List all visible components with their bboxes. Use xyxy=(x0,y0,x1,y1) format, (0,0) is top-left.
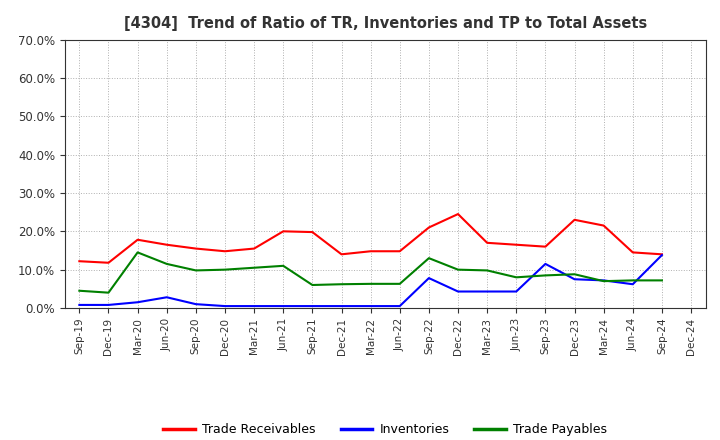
Trade Payables xyxy=(279,263,287,268)
Inventories xyxy=(512,289,521,294)
Inventories xyxy=(220,304,229,309)
Trade Receivables xyxy=(75,259,84,264)
Trade Payables xyxy=(250,265,258,270)
Trade Payables xyxy=(425,256,433,261)
Inventories xyxy=(366,304,375,309)
Trade Payables xyxy=(163,261,171,267)
Trade Payables xyxy=(220,267,229,272)
Inventories xyxy=(454,289,462,294)
Trade Payables xyxy=(541,273,550,278)
Trade Receivables xyxy=(483,240,492,246)
Trade Receivables xyxy=(308,229,317,235)
Trade Receivables xyxy=(250,246,258,251)
Trade Receivables xyxy=(337,252,346,257)
Trade Payables xyxy=(337,282,346,287)
Trade Receivables xyxy=(220,249,229,254)
Trade Payables xyxy=(395,281,404,286)
Inventories xyxy=(163,295,171,300)
Line: Inventories: Inventories xyxy=(79,255,662,306)
Inventories xyxy=(279,304,287,309)
Trade Payables xyxy=(366,281,375,286)
Inventories xyxy=(599,278,608,283)
Trade Receivables xyxy=(425,225,433,230)
Inventories xyxy=(308,304,317,309)
Trade Receivables xyxy=(570,217,579,223)
Inventories xyxy=(133,300,142,305)
Legend: Trade Receivables, Inventories, Trade Payables: Trade Receivables, Inventories, Trade Pa… xyxy=(158,418,612,440)
Trade Payables xyxy=(192,268,200,273)
Trade Receivables xyxy=(133,237,142,242)
Inventories xyxy=(337,304,346,309)
Trade Payables xyxy=(599,279,608,284)
Inventories xyxy=(629,282,637,287)
Trade Payables xyxy=(454,267,462,272)
Inventories xyxy=(395,304,404,309)
Trade Receivables xyxy=(395,249,404,254)
Inventories xyxy=(483,289,492,294)
Trade Payables xyxy=(308,282,317,288)
Inventories xyxy=(541,261,550,267)
Line: Trade Payables: Trade Payables xyxy=(79,253,662,293)
Trade Payables xyxy=(133,250,142,255)
Trade Receivables xyxy=(657,252,666,257)
Trade Payables xyxy=(570,271,579,277)
Trade Receivables xyxy=(599,223,608,228)
Inventories xyxy=(104,302,113,308)
Inventories xyxy=(657,253,666,258)
Trade Payables xyxy=(483,268,492,273)
Inventories xyxy=(250,304,258,309)
Trade Payables xyxy=(629,278,637,283)
Trade Receivables xyxy=(541,244,550,249)
Trade Payables xyxy=(104,290,113,295)
Trade Receivables xyxy=(104,260,113,265)
Trade Payables xyxy=(75,288,84,293)
Trade Receivables xyxy=(512,242,521,247)
Trade Receivables xyxy=(192,246,200,251)
Trade Receivables xyxy=(366,249,375,254)
Inventories xyxy=(425,275,433,281)
Inventories xyxy=(570,277,579,282)
Trade Receivables xyxy=(629,250,637,255)
Title: [4304]  Trend of Ratio of TR, Inventories and TP to Total Assets: [4304] Trend of Ratio of TR, Inventories… xyxy=(124,16,647,32)
Trade Receivables xyxy=(279,229,287,234)
Trade Receivables xyxy=(454,211,462,216)
Inventories xyxy=(75,302,84,308)
Inventories xyxy=(192,301,200,307)
Trade Receivables xyxy=(163,242,171,247)
Trade Payables xyxy=(657,278,666,283)
Line: Trade Receivables: Trade Receivables xyxy=(79,214,662,263)
Trade Payables xyxy=(512,275,521,280)
